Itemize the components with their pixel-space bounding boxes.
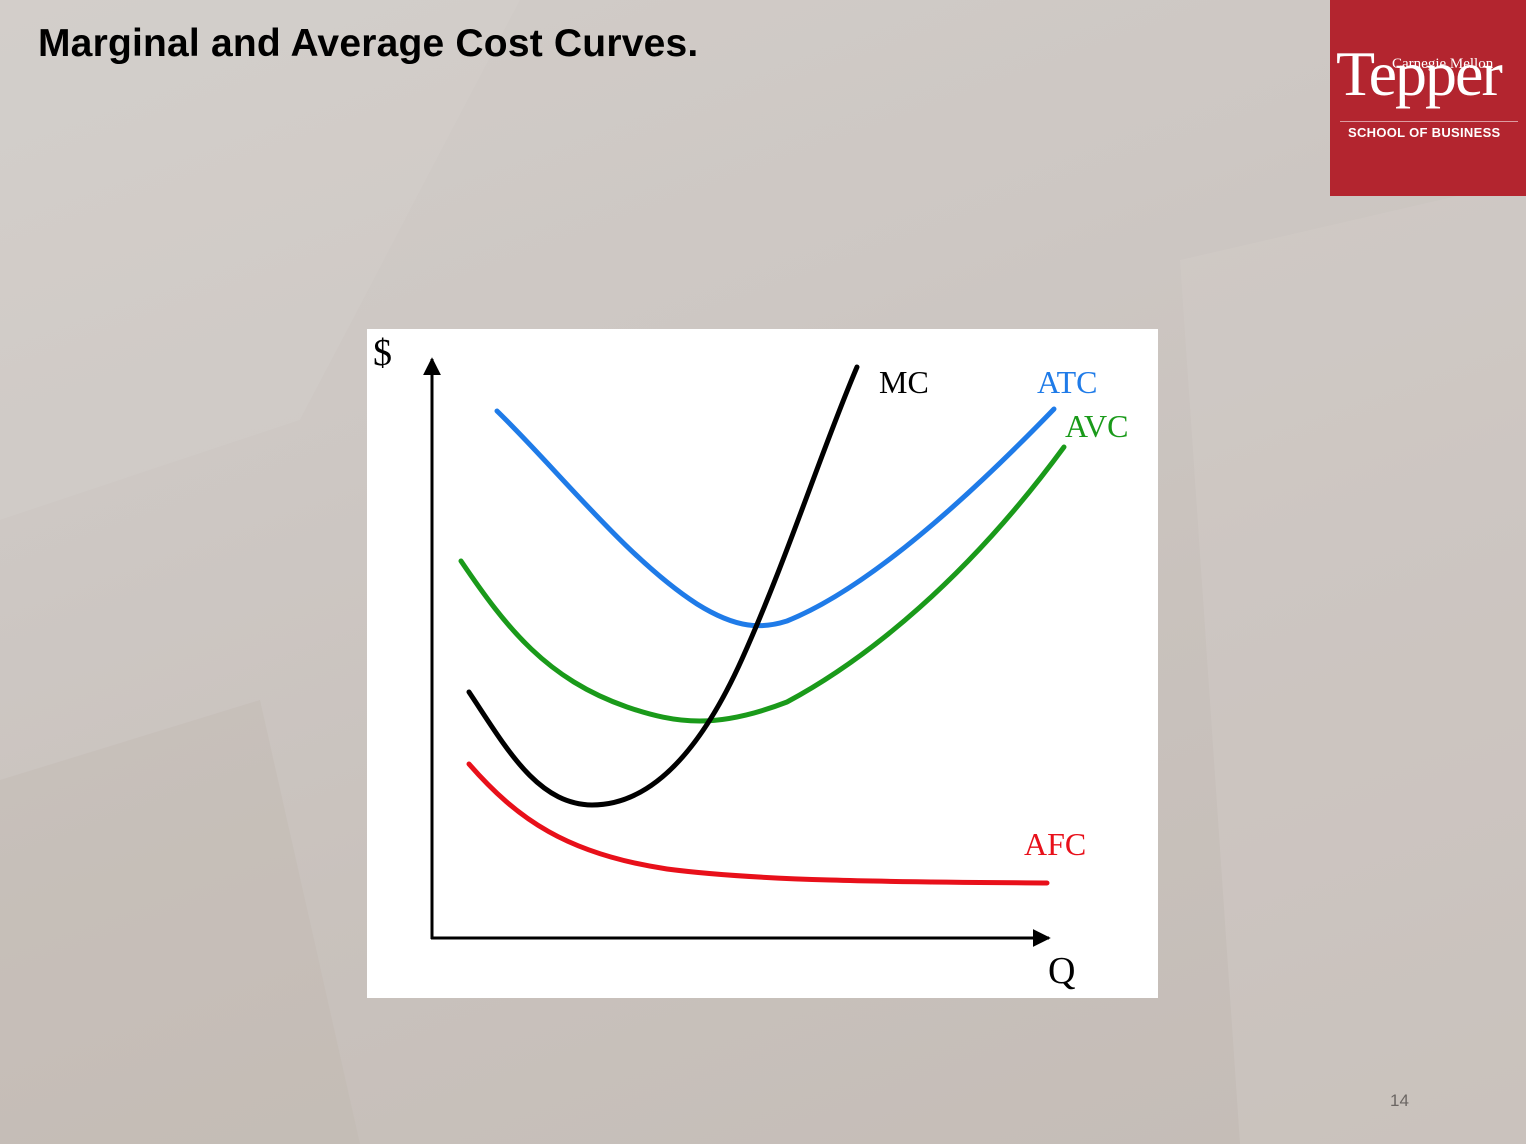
afc-curve — [466, 761, 1050, 886]
avc-label: AVC — [1065, 408, 1128, 444]
logo-carnegie-mellon: Carnegie Mellon — [1392, 56, 1494, 72]
atc-label: ATC — [1037, 364, 1097, 400]
y-axis-label: $ — [373, 332, 392, 374]
avc-curve — [458, 444, 1067, 724]
logo-divider — [1340, 121, 1518, 122]
cost-curves-diagram: $ Q MC ATC AVC AFC — [367, 329, 1158, 998]
afc-label: AFC — [1024, 826, 1086, 862]
x-axis-label: Q — [1048, 950, 1075, 992]
logo-tepper-wordmark: Tepper — [1336, 38, 1503, 109]
logo-school-of-business: SCHOOL OF BUSINESS — [1348, 125, 1501, 140]
page-number: 14 — [1390, 1091, 1409, 1110]
mc-curve — [466, 364, 860, 808]
atc-curve — [494, 406, 1057, 629]
diagram-svg: $ Q MC ATC AVC AFC — [373, 332, 1128, 992]
mc-label: MC — [879, 364, 929, 400]
tepper-logo: Carnegie Mellon Tepper SCHOOL OF BUSINES… — [1330, 0, 1526, 196]
slide-title: Marginal and Average Cost Curves. — [38, 22, 699, 65]
